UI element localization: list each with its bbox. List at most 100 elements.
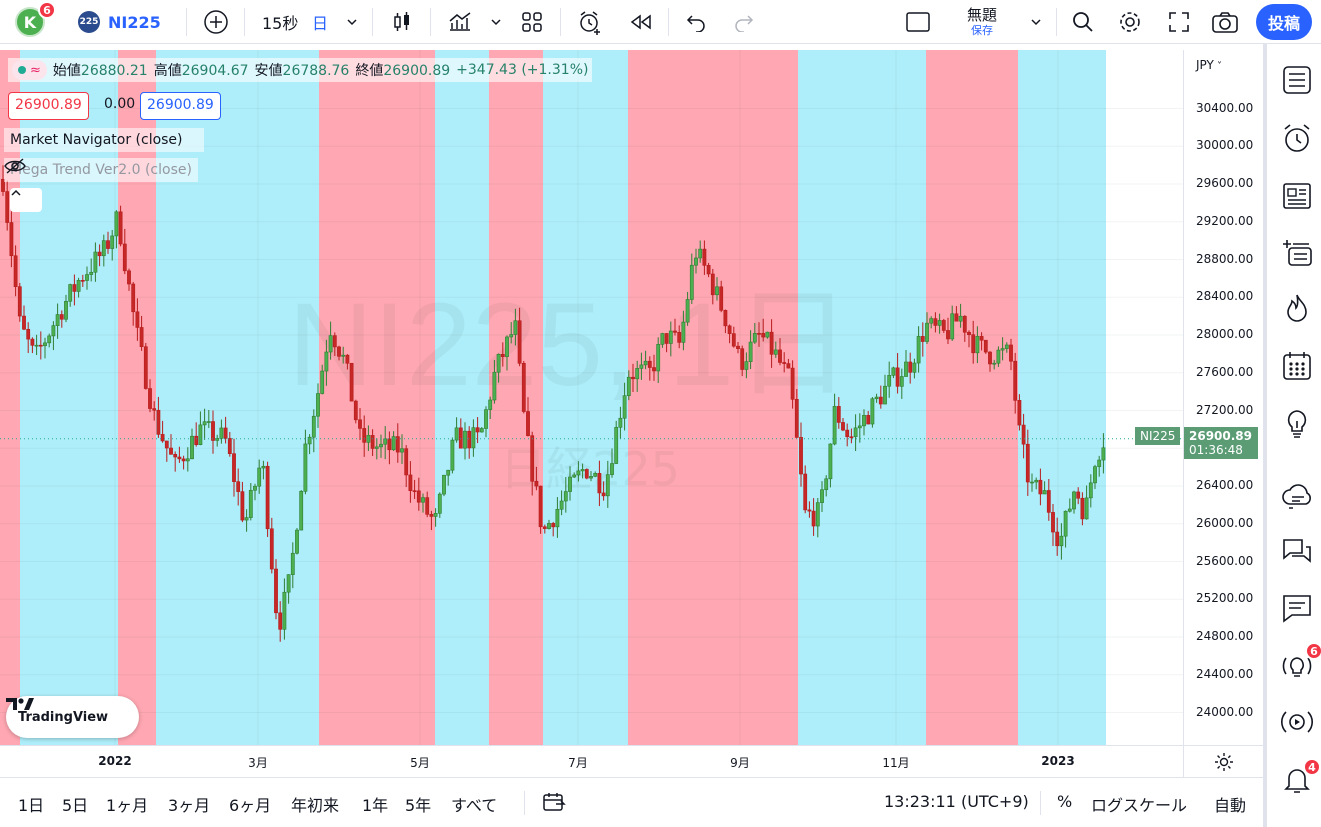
redo-icon[interactable] — [732, 0, 756, 44]
ideas-icon[interactable] — [1281, 408, 1313, 440]
symbol-name[interactable]: NI225 — [108, 12, 161, 32]
sell-price-box[interactable]: 26900.89 — [8, 92, 89, 120]
range-ytd[interactable]: 年初来 — [291, 796, 340, 815]
candle-body — [446, 469, 451, 476]
candle-body — [450, 439, 455, 471]
chat-cloud-icon[interactable] — [1281, 480, 1313, 512]
buy-price-box[interactable]: 26900.89 — [140, 92, 221, 120]
candle-body — [1021, 424, 1026, 445]
candle-body — [1076, 491, 1081, 499]
candle-body — [1034, 479, 1039, 483]
range-5y[interactable]: 5年 — [405, 796, 432, 815]
live-icon[interactable] — [1281, 706, 1313, 738]
time-axis[interactable]: 2022 3月 5月 7月 9月 11月 2023 — [0, 745, 1183, 777]
candle-body — [412, 490, 417, 492]
search-icon[interactable] — [1070, 0, 1096, 44]
time-label: 7月 — [568, 756, 588, 770]
layout-name-button[interactable]: 無題 保存 — [954, 0, 1010, 44]
goto-date-icon[interactable] — [542, 791, 566, 817]
symbol-search[interactable]: 225 NI225 — [78, 0, 161, 44]
currency-selector[interactable]: JPY ˅ — [1196, 58, 1223, 72]
axis-settings-gear[interactable] — [1183, 745, 1263, 777]
clock[interactable]: 13:23:11 (UTC+9) — [884, 792, 1029, 811]
timeframe-button[interactable]: 日 — [312, 14, 329, 33]
interval-button[interactable]: 15秒 — [262, 14, 299, 33]
range-1d[interactable]: 1日 — [18, 796, 45, 815]
candle-body — [761, 333, 766, 338]
time-label: 2023 — [1041, 754, 1075, 768]
indicator-market-navigator[interactable]: Market Navigator (close) — [4, 128, 204, 152]
candle-body — [954, 313, 959, 322]
layout-box-icon[interactable] — [904, 0, 932, 44]
fullscreen-icon[interactable] — [1166, 0, 1192, 44]
tradingview-logo[interactable]: TradingView — [6, 696, 139, 738]
candle-body — [656, 344, 661, 372]
replay-icon[interactable] — [626, 0, 654, 44]
candle-body — [757, 333, 761, 335]
chevron-down-icon[interactable] — [488, 0, 504, 44]
range-5d[interactable]: 5日 — [62, 796, 89, 815]
add-list-icon[interactable] — [1281, 236, 1313, 268]
candle-body — [181, 458, 186, 462]
hotlist-icon[interactable] — [1281, 292, 1313, 324]
candle-body — [122, 243, 127, 272]
post-button-label[interactable]: 投稿 — [1256, 4, 1313, 40]
chart-pane[interactable]: NI225, 1日 日経225 ≈ 始値26880.21 高値26904.67 安… — [0, 50, 1183, 745]
range-6m[interactable]: 6ヶ月 — [229, 796, 272, 815]
messages-icon[interactable] — [1281, 592, 1313, 624]
candle-body — [1, 178, 5, 192]
chevron-down-icon[interactable] — [344, 0, 360, 44]
camera-icon[interactable] — [1210, 0, 1240, 44]
auto-scale-toggle[interactable]: 自動 — [1214, 796, 1247, 815]
candle-body — [458, 427, 463, 449]
candle-body — [559, 500, 564, 510]
eye-hidden-icon[interactable] — [4, 158, 26, 174]
candle-body — [841, 422, 845, 431]
range-all[interactable]: すべて — [451, 796, 498, 815]
gear-icon[interactable] — [1117, 0, 1143, 44]
add-symbol-icon[interactable] — [202, 0, 230, 44]
price-label: 26000.00 — [1196, 515, 1254, 530]
log-scale-toggle[interactable]: ログスケール — [1091, 796, 1188, 815]
candle-body — [601, 492, 606, 497]
trend-zone — [489, 50, 543, 745]
alarm-icon[interactable] — [1281, 122, 1313, 154]
indicators-icon[interactable] — [446, 0, 474, 44]
post-button[interactable]: 投稿 — [1256, 0, 1313, 44]
percent-toggle[interactable]: % — [1057, 792, 1073, 811]
candle-body — [719, 286, 724, 311]
price-axis[interactable]: JPY ˅ 30400.00 30000.00 29600.00 29200.00 28… — [1135, 50, 1263, 745]
candle-body — [849, 436, 854, 439]
layout-grid-icon[interactable] — [520, 0, 544, 44]
notification-icon[interactable] — [1281, 764, 1313, 796]
candle-body — [307, 436, 312, 445]
alert-icon[interactable] — [576, 0, 604, 44]
candle-body — [131, 283, 136, 313]
streams-icon[interactable] — [1281, 650, 1313, 682]
candle-body — [26, 328, 31, 340]
chevron-down-icon[interactable] — [1028, 0, 1044, 44]
range-1y[interactable]: 1年 — [362, 796, 389, 815]
layout-name[interactable]: 無題 — [966, 6, 997, 24]
range-3m[interactable]: 3ヶ月 — [168, 796, 211, 815]
range-1m[interactable]: 1ヶ月 — [106, 796, 149, 815]
candle-body — [618, 417, 623, 428]
layout-save[interactable]: 保存 — [971, 24, 993, 37]
news-icon[interactable] — [1281, 180, 1313, 212]
collapse-legend-button[interactable] — [10, 188, 42, 212]
legend-status-pill[interactable]: ≈ — [12, 60, 47, 80]
candle-body — [941, 320, 946, 331]
currency-label[interactable]: JPY — [1196, 58, 1214, 72]
candle-body — [530, 435, 535, 482]
indicator-mega-trend-label[interactable]: Mega Trend Ver2.0 (close) — [10, 162, 192, 178]
candle-body — [1017, 400, 1022, 426]
watchlist-icon[interactable] — [1281, 64, 1313, 96]
candle-body — [253, 485, 257, 491]
candles-icon[interactable] — [388, 0, 416, 44]
indicator-mega-trend[interactable]: Mega Trend Ver2.0 (close) — [4, 158, 198, 182]
calendar-icon[interactable] — [1281, 350, 1313, 382]
undo-icon[interactable] — [684, 0, 708, 44]
chats-icon[interactable] — [1281, 536, 1313, 568]
gear-icon[interactable] — [1214, 752, 1234, 772]
